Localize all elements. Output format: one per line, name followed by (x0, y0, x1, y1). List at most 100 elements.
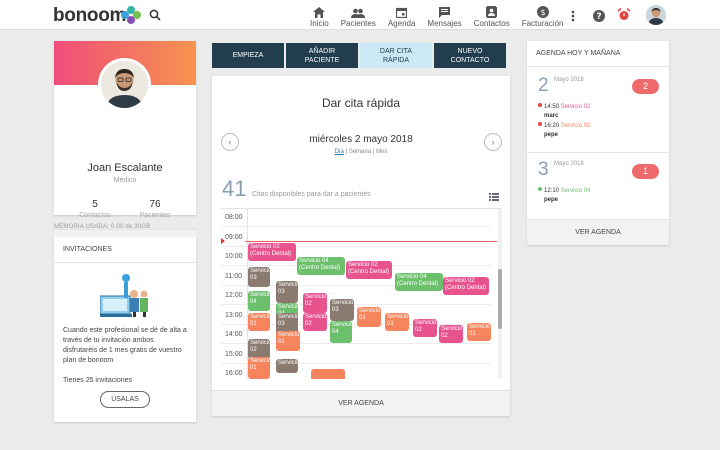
invitations-count: Tienes 25 invitaciones (63, 377, 133, 384)
invite-illustration-icon (98, 272, 150, 323)
appointment-slot[interactable]: Servicio 03 (276, 281, 298, 303)
help-icon[interactable]: ? (593, 9, 605, 27)
appointment-slot[interactable]: Servicio 03 (330, 299, 354, 321)
schedule-gutter (247, 209, 248, 379)
appointment-time: 14:50 (544, 104, 560, 110)
brand-logo[interactable]: bonoom (53, 5, 127, 26)
invitations-title: INVITACIONES (54, 237, 196, 263)
nav-mensajes[interactable]: Mensajes (421, 0, 467, 28)
view-switcher: Día | Semana | Mes (334, 149, 388, 155)
agenda-day-month: Mayo 2018 (554, 161, 584, 167)
view-week[interactable]: Semana (348, 149, 372, 155)
next-day-button[interactable]: › (484, 133, 502, 151)
alarm-icon[interactable] (617, 7, 631, 26)
nav-contactos[interactable]: Contactos (468, 0, 516, 28)
quick-appointment-title: Dar cita rápida (321, 96, 401, 110)
time-slot-label: 13:00 (225, 311, 243, 319)
view-agenda-button[interactable]: VER AGENDA (212, 390, 510, 416)
top-bar: bonoom Inicio Pacientes Agenda Mensajes … (0, 0, 720, 30)
appointment-slot[interactable]: Servicio 02 (Centro Dental) (248, 243, 296, 261)
nav-pacientes[interactable]: Pacientes (335, 0, 382, 28)
schedule-scrollbar[interactable] (498, 209, 502, 379)
time-slot-label: 08:00 (225, 214, 243, 221)
contacts-icon (486, 6, 498, 18)
invitations-card: INVITACIONES Cuando este profesional se … (54, 237, 196, 422)
time-slot-line (221, 284, 491, 286)
home-icon (313, 7, 326, 18)
search-icon[interactable] (149, 8, 161, 26)
profile-card: Joan Escalante Médico 5 Contactos 76 Pac… (54, 41, 196, 255)
time-slot-line (221, 226, 491, 227)
view-month[interactable]: Mes (376, 149, 388, 155)
nav-inicio[interactable]: Inicio (304, 0, 335, 28)
tab-anadir-paciente[interactable]: AÑADIR PACIENTE (286, 43, 358, 68)
appointment-slot[interactable]: Servicio 04 (330, 321, 352, 343)
prev-day-button[interactable]: ‹ (221, 133, 239, 151)
nav-facturacion[interactable]: $ Facturación (516, 0, 570, 28)
time-slot-label: 16:00 (225, 370, 243, 377)
available-text: Citas disponibles para dar a pacientes (252, 191, 371, 198)
status-dot-icon (538, 103, 542, 107)
appointment-slot[interactable]: Servicio 01 (385, 313, 409, 331)
nav-label: Contactos (473, 19, 510, 28)
memory-usage: MEMORIA USADA: 0.00 de 30GB (54, 224, 151, 230)
contacts-stat[interactable]: 5 Contactos (65, 199, 125, 219)
nav-label: Facturación (521, 19, 564, 28)
appointment-slot[interactable]: Servicio 01 (467, 323, 491, 341)
tab-empieza[interactable]: EMPIEZA (212, 43, 284, 68)
appointment-slot[interactable]: Servicio (276, 359, 298, 373)
agenda-appointment[interactable]: 16:20 Servicio 01 (538, 122, 590, 130)
appointment-slot[interactable]: Servicio 03 (248, 267, 270, 287)
svg-text:?: ? (596, 12, 601, 22)
agenda-day-number: 3 (538, 159, 549, 180)
appointment-slot[interactable]: Servicio 04 (248, 291, 270, 311)
agenda-count-badge[interactable]: 2 (632, 79, 659, 94)
appointment-slot[interactable]: Servicio 01 (248, 357, 270, 379)
appointment-slot[interactable]: Servicio 02 (Centro Dental) (443, 277, 489, 295)
appointment-service: Servicio 01 (560, 123, 591, 129)
tab-nuevo-contacto[interactable]: NUEVO CONTACTO (434, 43, 506, 68)
current-date: miércoles 2 mayo 2018 (309, 134, 413, 145)
agenda-appointment[interactable]: 14:50 Servicio 02 (538, 103, 590, 111)
agenda-day-month: Mayo 2018 (554, 77, 584, 83)
list-view-icon[interactable] (489, 188, 499, 206)
time-slot-label: 09:00 (225, 233, 243, 241)
use-invitations-button[interactable]: ÚSALAS (100, 391, 150, 408)
agenda-count-badge[interactable]: 1 (632, 164, 659, 179)
appointment-slot[interactable]: Servicio 02 (248, 339, 270, 359)
tab-dar-cita-rapida[interactable]: DAR CITA RÁPIDA (360, 43, 432, 68)
appointment-slot[interactable]: Servicio 01 (357, 307, 381, 327)
appointment-slot[interactable]: Servicio 02 (439, 325, 463, 343)
appointment-service: Servicio 02 (560, 104, 591, 110)
profile-avatar (98, 58, 151, 111)
quick-actions-tabs: EMPIEZA AÑADIR PACIENTE DAR CITA RÁPIDA … (212, 43, 508, 68)
appointment-slot[interactable]: Servicio 01 (248, 313, 270, 331)
user-avatar[interactable] (646, 5, 666, 25)
appointment-slot[interactable]: Servicio 02 (303, 293, 327, 313)
appointment-slot[interactable]: Servicio 02 (303, 313, 327, 331)
view-agenda-button-right[interactable]: VER AGENDA (527, 219, 669, 245)
main-nav: Inicio Pacientes Agenda Mensajes Contact… (304, 0, 570, 30)
appointment-person: pepe (544, 197, 559, 203)
more-vert-icon[interactable] (571, 9, 575, 27)
dollar-icon: $ (536, 6, 549, 18)
appointment-slot[interactable]: Servicio 04 (Centro Dental) (297, 257, 345, 275)
appointment-slot[interactable]: Servicio 03 (276, 313, 298, 335)
patients-stat[interactable]: 76 Pacientes (125, 199, 185, 219)
time-slot-line (221, 343, 491, 344)
appointment-slot[interactable]: Servicio 04 (Centro Dental) (395, 273, 443, 291)
agenda-title: AGENDA HOY Y MAÑANA (527, 41, 669, 67)
chat-icon (439, 7, 451, 18)
appointment-slot[interactable]: Servicio 02 (Centro Dental) (346, 261, 392, 279)
calendar-icon (396, 7, 408, 18)
current-time-line (245, 241, 497, 242)
appointment-slot[interactable] (311, 369, 345, 379)
nav-agenda[interactable]: Agenda (382, 0, 422, 28)
appointment-slot[interactable]: Servicio 02 (413, 319, 437, 337)
agenda-appointment[interactable]: 12:10 Servicio 04 (538, 187, 590, 195)
time-slot-line (221, 245, 491, 247)
profile-name: Joan Escalante (87, 162, 163, 174)
appointment-person: pepe (544, 132, 559, 138)
appointment-slot[interactable]: Servicio 01 (276, 331, 300, 351)
view-day[interactable]: Día (334, 149, 344, 155)
